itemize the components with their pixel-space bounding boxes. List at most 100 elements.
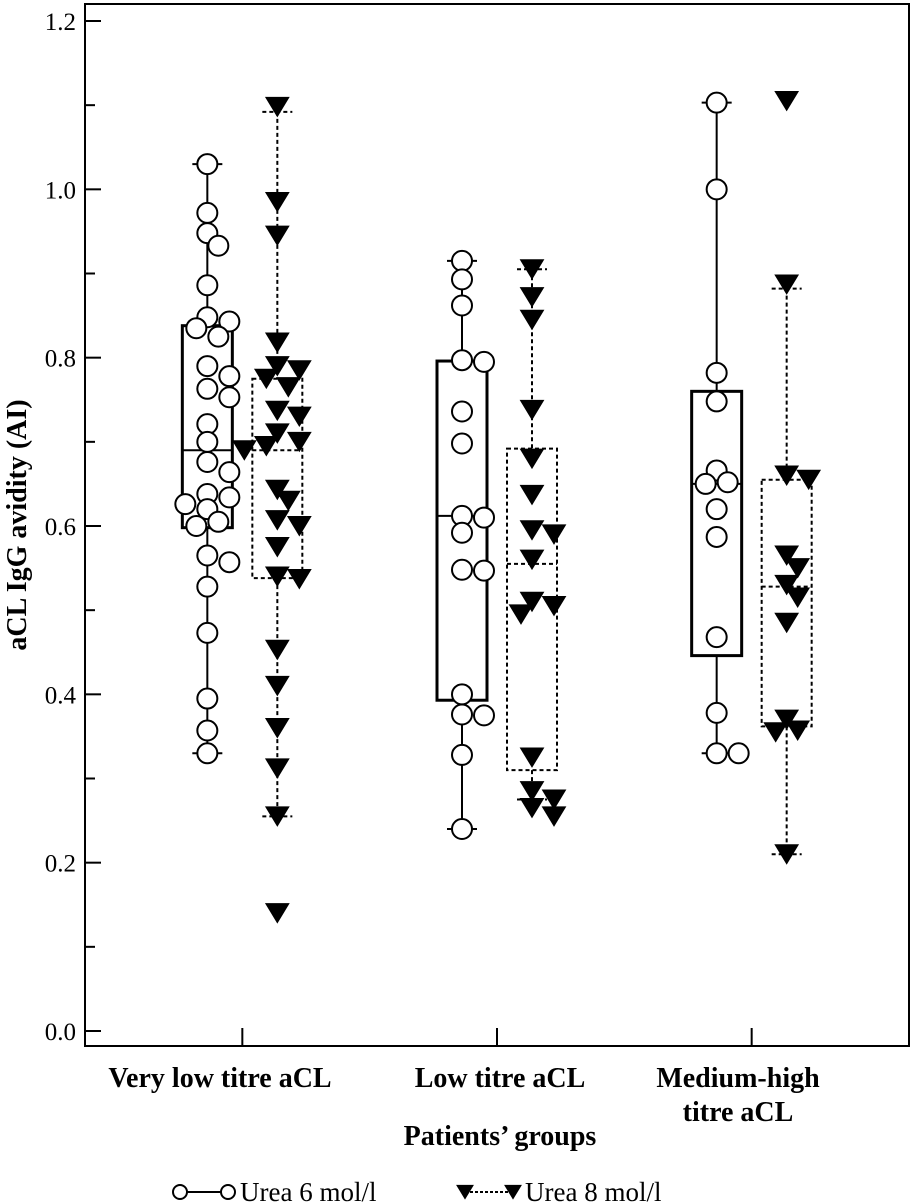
data-point	[196, 355, 219, 378]
y-tick-label: 1.0	[45, 177, 76, 204]
data-point	[519, 259, 545, 280]
data-point	[451, 743, 473, 766]
box-group	[174, 153, 241, 765]
y-axis: 0.0 0.2 0.4 0.6 0.8 1.0 1.2	[45, 9, 101, 1046]
box-group	[435, 249, 495, 840]
data-point	[451, 400, 473, 423]
data-point	[264, 903, 290, 924]
data-point	[185, 317, 208, 340]
data-point	[451, 818, 473, 840]
data-point	[705, 626, 728, 649]
data-point	[774, 709, 800, 731]
data-point	[264, 537, 290, 558]
data-point	[286, 516, 312, 537]
data-point	[196, 201, 219, 224]
data-point	[218, 461, 241, 484]
data-point	[264, 675, 290, 697]
data-point	[218, 386, 241, 409]
data-point	[541, 595, 567, 617]
data-point	[207, 234, 230, 257]
data-point	[774, 844, 800, 865]
data-point	[253, 368, 279, 390]
data-point	[519, 399, 545, 421]
data-point	[264, 332, 290, 353]
data-point	[286, 431, 312, 453]
data-point	[705, 361, 728, 384]
data-point	[541, 789, 567, 811]
y-axis-title: aCL IgG avidity (AI)	[2, 399, 33, 650]
data-point	[519, 287, 545, 308]
legend-marker	[456, 1184, 474, 1200]
data-point	[275, 490, 301, 512]
data-point	[264, 758, 290, 779]
data-point	[196, 377, 219, 400]
data-point	[451, 249, 473, 272]
data-point	[264, 566, 290, 587]
data-point	[451, 521, 473, 544]
data-point	[264, 718, 290, 739]
data-point	[196, 621, 219, 644]
data-point	[207, 325, 230, 348]
x-category-label: Very low titre aCL	[108, 1063, 331, 1094]
data-point	[774, 612, 800, 634]
data-point	[275, 377, 301, 398]
data-point	[508, 604, 534, 625]
data-point	[264, 479, 290, 501]
legend-item: Urea 6 mol/l	[172, 1177, 376, 1203]
data-point	[185, 515, 208, 537]
data-point	[451, 268, 473, 291]
box-group	[690, 91, 750, 765]
x-category-label: Low titre aCL	[415, 1063, 586, 1094]
data-point	[519, 448, 545, 470]
data-point	[519, 797, 545, 819]
legend-marker	[504, 1184, 522, 1200]
legend: Urea 6 mol/l Urea 8 mol/l	[172, 1177, 661, 1203]
y-tick-label: 1.2	[45, 9, 76, 36]
data-point	[519, 591, 545, 613]
data-point	[218, 365, 241, 388]
data-point	[519, 747, 545, 768]
y-tick-label: 0.0	[45, 1019, 76, 1046]
data-point	[264, 423, 290, 444]
legend-label: Urea 6 mol/l	[240, 1177, 376, 1203]
data-point	[286, 406, 312, 428]
data-point	[705, 178, 728, 201]
data-point	[264, 639, 290, 661]
data-point	[264, 96, 290, 118]
data-point	[774, 465, 800, 486]
data-point	[541, 806, 567, 827]
data-point	[785, 587, 811, 609]
data-point	[207, 510, 230, 533]
data-point	[473, 506, 495, 529]
iqr-box	[760, 478, 813, 728]
y-tick-label: 0.6	[45, 514, 76, 541]
data-point	[196, 430, 219, 453]
data-point	[451, 558, 473, 581]
data-point	[774, 574, 800, 596]
data-point	[231, 440, 257, 461]
data-point	[218, 551, 241, 574]
data-point	[785, 720, 811, 741]
data-point	[519, 549, 545, 571]
legend-marker	[220, 1184, 236, 1200]
data-point	[774, 545, 800, 566]
data-point	[264, 356, 290, 377]
legend-item: Urea 8 mol/l	[456, 1177, 661, 1203]
data-point	[451, 294, 473, 317]
data-point	[264, 400, 290, 422]
data-point	[727, 742, 750, 765]
data-point	[705, 525, 728, 548]
x-category-label: titre aCL	[683, 1097, 794, 1128]
data-point	[705, 742, 728, 765]
data-point	[716, 471, 739, 494]
data-point	[196, 742, 219, 765]
data-point	[196, 274, 219, 297]
data-point	[785, 558, 811, 579]
data-point	[264, 806, 290, 827]
data-point	[196, 719, 219, 742]
y-tick-label: 0.8	[45, 346, 76, 373]
legend-marker	[172, 1184, 188, 1200]
data-point	[519, 309, 545, 331]
box-group	[506, 259, 567, 827]
